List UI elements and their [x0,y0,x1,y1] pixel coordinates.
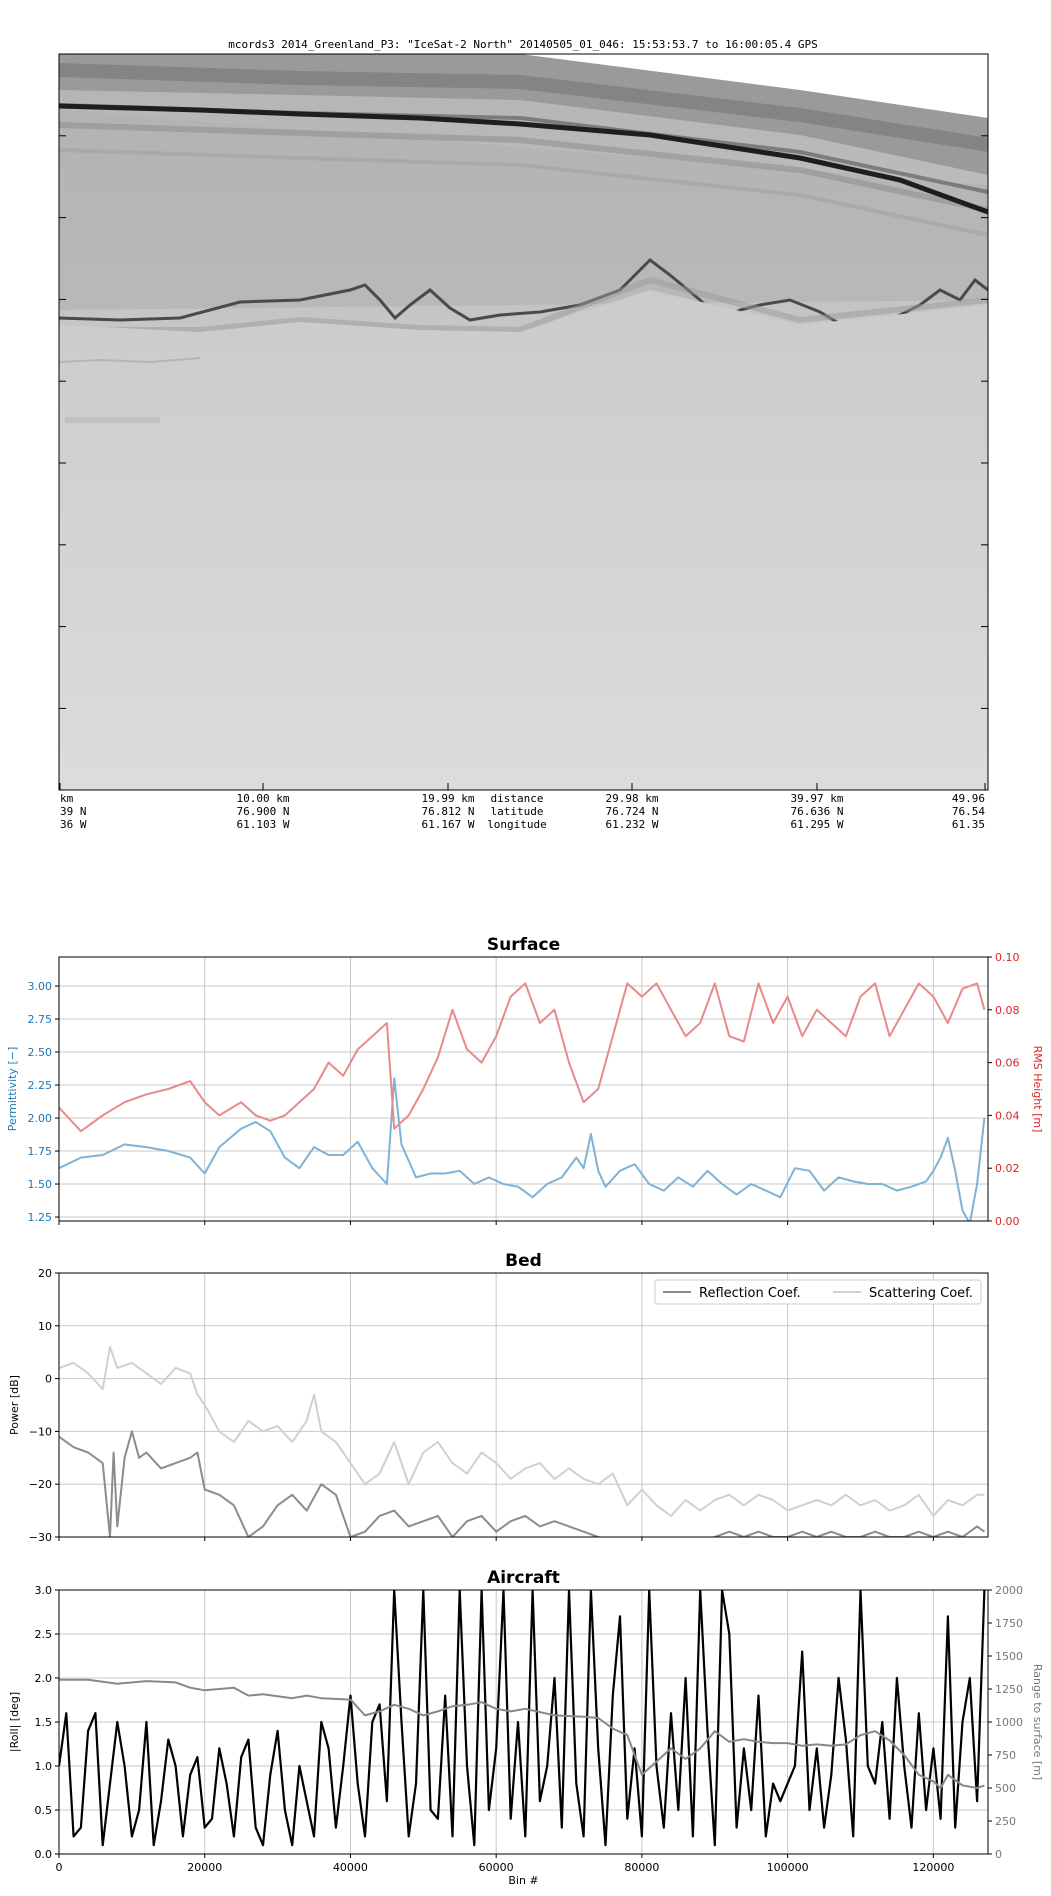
series-line-0 [59,1430,985,1537]
y-tick-label-right: 0.06 [995,1057,1020,1070]
radargram-lat-label: 76.636 N [791,805,844,818]
bed-panel: −30 −20 −10 0 10 20 Power [dB] Bed Reflection Co… [8,1251,989,1544]
y-tick-label-left: 3.00 [28,980,53,993]
y-tick-label-left: 1.5 [35,1716,53,1729]
radargram-lon-label: 61.35 [952,818,985,831]
radargram-row-label: latitude [491,805,544,818]
legend-label: Scattering Coef. [869,1286,973,1301]
surface-panel: 1.25 1.50 1.75 2.00 2.25 2.50 2.75 3.00 0.00 0.02… [6,935,1044,1228]
y-axis-label-left: Power [dB] [8,1375,21,1435]
radargram-lat-label: 76.812 N [422,805,475,818]
radargram-lat-label: 39 N [60,805,87,818]
radargram-dist-label: 19.99 km [422,792,475,805]
x-tick-label: 60000 [479,1861,514,1874]
y-tick-label-right: 750 [995,1749,1016,1762]
plot-frame [58,1272,989,1538]
y-tick-label-left: 1.25 [28,1211,53,1224]
panel-title: Aircraft [487,1568,560,1588]
panel-title: Bed [505,1251,542,1271]
y-tick-label-left: 0.0 [35,1848,53,1861]
radargram-y-ticks [59,135,988,709]
radargram: mcords3 2014_Greenland_P3: "IceSat-2 Nor… [58,38,989,831]
y-tick-label-left: 10 [38,1320,52,1333]
y-tick-label-left: 2.00 [28,1112,53,1125]
radargram-dist-label: 10.00 km [237,792,290,805]
y-axis-label-left: |Roll| [deg] [8,1692,21,1752]
y-tick-label-left: 1.50 [28,1178,53,1191]
y-tick-label-left: 2.50 [28,1046,53,1059]
y-tick-label-right: 1750 [995,1617,1023,1630]
radargram-lat-label: 76.54 [952,805,985,818]
legend-label: Reflection Coef. [699,1286,801,1301]
x-tick-label: 80000 [624,1861,659,1874]
radargram-dist-label: 29.98 km [606,792,659,805]
radargram-image [59,54,988,790]
y-tick-label-left: 20 [38,1267,52,1280]
series-group [59,982,986,1221]
y-tick-label-left: 0 [45,1373,52,1386]
x-tick-label: 40000 [333,1861,368,1874]
y-tick-label-left: 0.5 [35,1804,53,1817]
x-tick-label: 0 [56,1861,63,1874]
y-tick-label-right: 0.02 [995,1162,1020,1175]
series-line-0 [59,1077,986,1221]
y-tick-label-right: 0.08 [995,1004,1020,1017]
y-tick-label-right: 0 [995,1848,1002,1861]
radargram-dist-label: km [60,792,74,805]
radargram-lat-label: 76.724 N [606,805,659,818]
radargram-lon-label: 36 W [60,818,87,831]
y-tick-label-left: −10 [29,1425,52,1438]
radargram-lon-label: 61.103 W [237,818,290,831]
y-tick-label-right: 500 [995,1782,1016,1795]
series-group [59,1345,985,1537]
y-axis-label-left: Permittivity [−] [6,1047,19,1131]
radargram-row-label: distance [491,792,544,805]
x-tick-label: 100000 [767,1861,809,1874]
y-tick-label-right: 1500 [995,1650,1023,1663]
y-tick-label-right: 0.00 [995,1215,1020,1228]
y-tick-label-left: 2.0 [35,1672,53,1685]
y-tick-label-right: 1000 [995,1716,1023,1729]
radargram-lon-label: 61.295 W [791,818,844,831]
y-axis-label-right: RMS Height [m] [1031,1046,1044,1133]
plot-area [59,957,988,1221]
aircraft-panel: 0.0 0.5 1.0 1.5 2.0 2.5 3.0 0 250 500 750 1000 1250 1… [8,1568,1044,1887]
radargram-dist-label: 39.97 km [791,792,844,805]
x-tick-label: 20000 [187,1861,222,1874]
panel-title: Surface [487,935,560,955]
radargram-title: mcords3 2014_Greenland_P3: "IceSat-2 Nor… [228,38,817,51]
series-line-0 [59,1590,986,1847]
y-tick-label-left: 2.25 [28,1079,53,1092]
series-line-1 [59,982,986,1133]
series-line-1 [59,1345,985,1517]
plot-frame [58,956,989,1222]
y-tick-label-right: 0.04 [995,1109,1020,1122]
y-tick-label-right: 2000 [995,1584,1023,1597]
series-group [59,1590,986,1847]
y-tick-label-left: 1.75 [28,1145,53,1158]
y-tick-label-left: 1.0 [35,1760,53,1773]
y-tick-label-right: 250 [995,1815,1016,1828]
x-tick-label: 120000 [912,1861,954,1874]
y-tick-label-left: 3.0 [35,1584,53,1597]
y-tick-label-left: 2.75 [28,1013,53,1026]
radargram-lat-label: 76.900 N [237,805,290,818]
y-tick-label-left: −20 [29,1478,52,1491]
legend-box [654,1279,982,1305]
y-tick-label-right: 0.10 [995,951,1020,964]
plot-frame [58,1589,989,1855]
radargram-row-label: longitude [487,818,547,831]
y-tick-label-left: 2.5 [35,1628,53,1641]
series-line-1 [59,1678,985,1789]
radargram-dist-label: 49.96 [952,792,985,805]
y-axis-label-right: Range to surface [m] [1031,1664,1044,1780]
radargram-lon-label: 61.232 W [606,818,659,831]
y-tick-label-right: 1250 [995,1683,1023,1696]
y-tick-label-left: −30 [29,1531,52,1544]
x-axis-label: Bin # [508,1874,538,1887]
radargram-lon-label: 61.167 W [422,818,475,831]
